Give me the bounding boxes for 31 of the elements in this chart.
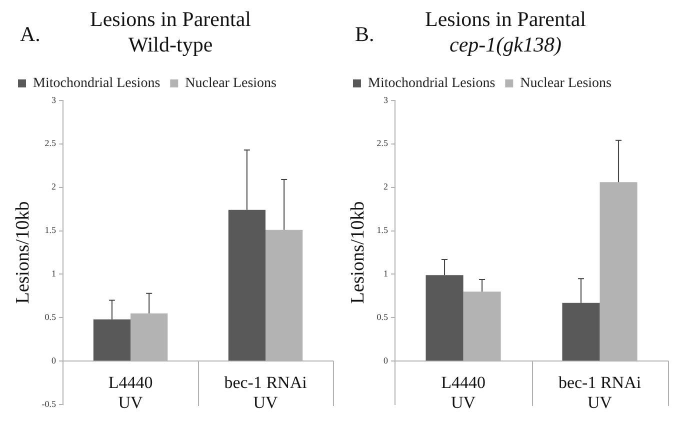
x-tick-label: L4440 UV xyxy=(108,372,153,412)
y-tick-label: 2 xyxy=(52,182,56,192)
y-tick-label: 1 xyxy=(384,268,388,279)
text: A. xyxy=(20,22,40,47)
chart-title: Lesions in Parental xyxy=(90,7,252,32)
y-tick-label: 0.5 xyxy=(376,312,389,322)
y-tick-label: 2.5 xyxy=(376,138,389,148)
legend-label: Mitochondrial Lesions xyxy=(368,76,496,92)
x-tick-label: L4440 UV xyxy=(441,372,486,412)
legend-label: Mitochondrial Lesions xyxy=(33,76,160,92)
y-tick-label: 0.5 xyxy=(44,312,57,322)
y-axis-title: Lesions/10kb xyxy=(12,201,34,304)
y-axis-title: Lesions/10kb xyxy=(347,201,368,304)
y-tick-label: -0.5 xyxy=(42,398,57,409)
y-tick-label: 1.5 xyxy=(44,225,57,236)
text: B. xyxy=(355,22,374,47)
x-tick-label: bec-1 RNAi UV xyxy=(224,372,308,412)
y-tick-label: 0 xyxy=(384,356,389,366)
chart-subtitle: cep-1(gk138) xyxy=(450,32,562,56)
legend-label: Nuclear Lesions xyxy=(185,76,277,92)
x-tick-label: bec-1 RNAi UV xyxy=(558,372,642,412)
legend-label: Nuclear Lesions xyxy=(520,76,612,92)
y-tick-label: 1.5 xyxy=(376,225,389,236)
y-tick-label: 2.5 xyxy=(44,138,57,148)
y-tick-label: 3 xyxy=(52,94,57,105)
y-tick-label: 1 xyxy=(52,268,56,279)
chart-title: Lesions in Parental xyxy=(425,7,586,32)
y-tick-label: 2 xyxy=(384,182,388,192)
chart-subtitle: Wild-type xyxy=(128,32,213,56)
y-tick-label: 0 xyxy=(52,356,57,366)
y-tick-label: 3 xyxy=(384,94,389,105)
